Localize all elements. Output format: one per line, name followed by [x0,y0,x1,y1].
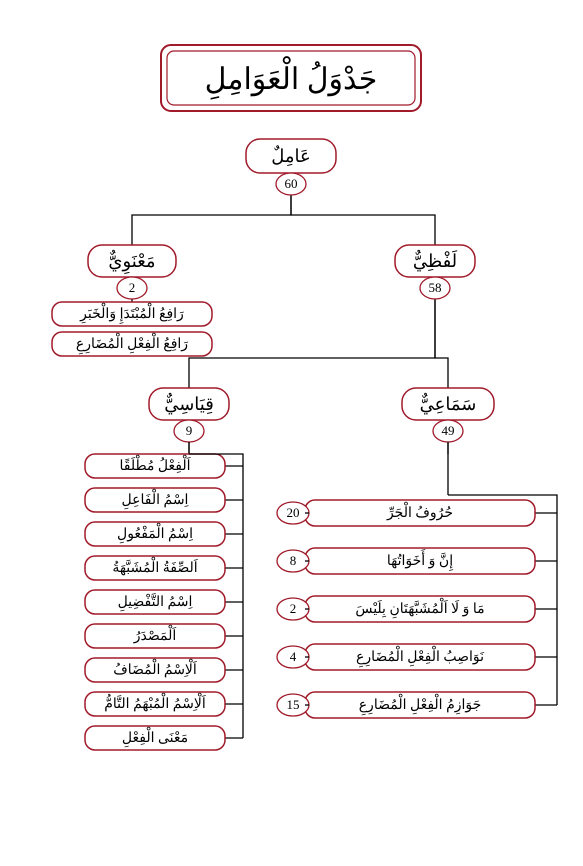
tree-diagram: جَدْوَلُ الْعَوَامِلِ عَامِلٌ 60 لَفْظِيٌّ 5… [0,0,583,866]
samai-leaf-0-num: 20 [287,505,300,520]
qiyasi-leaf-4-label: اِسْمُ التَّفْضِيلِ [118,593,193,611]
node-lafzi-num: 58 [429,280,442,295]
edge-4 [435,298,448,388]
edge-3 [189,298,435,388]
samai-leaf-4-num: 15 [287,697,300,712]
node-lafzi-label: لَفْظِيٌّ [413,250,458,271]
node-samai-label: سَمَاعِيٌّ [420,393,477,414]
node-qiyasi-num: 9 [186,423,193,438]
samai-leaf-2-num: 2 [290,601,297,616]
node-manawi-num: 2 [129,280,136,295]
node-qiyasi-label: قِيَاسِيٌّ [164,393,214,414]
samai-leaf-1-num: 8 [290,553,297,568]
edge-1 [132,194,291,245]
title-text: جَدْوَلُ الْعَوَامِلِ [205,55,378,100]
node-root-label: عَامِلٌ [271,145,311,166]
edge-2 [291,194,435,245]
node-manawi-label: مَعْنَوِيٌّ [108,250,155,274]
node-samai-num: 49 [442,423,455,438]
samai-leaf-3-num: 4 [290,649,297,664]
node-root-num: 60 [285,176,298,191]
